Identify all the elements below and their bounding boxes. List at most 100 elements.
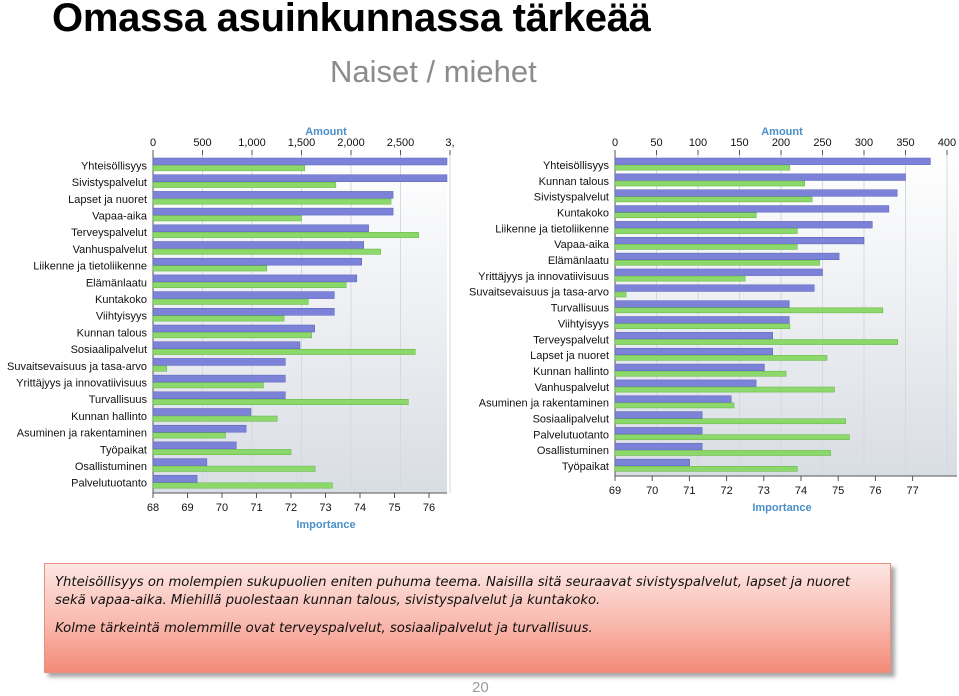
top-tick-label: 1,000	[238, 137, 266, 149]
bottom-tick-label: 72	[720, 485, 732, 497]
importance-bar	[152, 415, 278, 422]
amount-bar	[614, 316, 790, 324]
amount-bar	[614, 395, 732, 403]
importance-bar	[152, 248, 381, 255]
bottom-tick-label: 74	[795, 485, 807, 497]
top-tick-label: 300	[855, 137, 873, 149]
bottom-tick-label: 76	[423, 502, 435, 514]
top-tick-label: 2,000	[337, 137, 365, 149]
summary-note-text: Yhteisöllisyys on molempien sukupuolien …	[55, 575, 851, 608]
importance-bar	[152, 332, 312, 339]
category-label: Liikenne ja tietoliikenne	[495, 223, 609, 235]
top-tick-label: 3,	[445, 137, 454, 149]
bottom-tick-label: 73	[758, 485, 770, 497]
amount-bar	[152, 157, 448, 166]
amount-bar	[152, 458, 208, 466]
amount-bar	[152, 391, 286, 400]
bottom-tick-label: 69	[181, 502, 193, 514]
amount-bar	[152, 308, 335, 316]
category-label: Vanhuspalvelut	[535, 382, 609, 394]
amount-bar	[152, 341, 301, 349]
bottom-tick-label: 73	[319, 502, 331, 514]
amount-bar	[152, 224, 369, 233]
amount-bar	[614, 332, 773, 340]
importance-bar	[614, 212, 757, 219]
category-label: Yhteisöllisyys	[543, 160, 610, 172]
amount-bar	[152, 374, 286, 383]
amount-bar	[614, 379, 757, 387]
importance-bar	[152, 315, 285, 322]
importance-bar	[614, 418, 846, 425]
importance-bar	[614, 402, 735, 409]
amount-bar	[152, 324, 315, 333]
amount-bar	[152, 174, 448, 182]
amount-bar	[614, 284, 815, 292]
amount-bar	[614, 300, 790, 308]
top-axis-title: Amount	[761, 126, 803, 138]
importance-bar	[614, 180, 805, 187]
category-label: Työpaikat	[562, 461, 609, 473]
importance-bar	[152, 449, 292, 456]
importance-bar	[614, 466, 798, 472]
amount-bar	[152, 274, 358, 283]
category-label: Sivistyspalvelut	[534, 192, 609, 204]
importance-bar	[614, 355, 828, 361]
category-label: Turvallisuus	[89, 394, 148, 406]
importance-bar	[152, 232, 419, 238]
amount-bar	[152, 207, 394, 216]
top-tick-label: 250	[813, 137, 831, 149]
category-label: Viihtyisyys	[558, 318, 610, 330]
category-label: Sivistyspalvelut	[72, 177, 147, 189]
amount-bar	[614, 363, 765, 371]
amount-bar	[152, 358, 286, 366]
importance-bar	[614, 275, 746, 282]
amount-bar	[614, 173, 906, 181]
amount-bar	[152, 475, 198, 483]
amount-bar	[614, 205, 890, 213]
bottom-axis-title: Importance	[752, 502, 811, 514]
importance-bar	[152, 265, 268, 272]
bottom-tick-label: 74	[354, 502, 366, 514]
bottom-tick-label: 76	[869, 485, 881, 497]
page-number: 20	[472, 679, 489, 696]
importance-bar	[614, 244, 798, 250]
bottom-tick-label: 77	[906, 485, 918, 497]
bottom-tick-label: 68	[147, 502, 159, 514]
women-bar-chart: 0 500 1,000 1,500 2,000 2,500 3, Amount 68 69 70 71…	[7, 126, 455, 531]
amount-bar	[614, 237, 865, 245]
top-tick-label: 0	[612, 137, 618, 149]
category-label: Lapset ja nuoret	[530, 350, 609, 362]
importance-bar	[614, 164, 791, 171]
category-label: Vanhuspalvelut	[73, 244, 147, 256]
category-label: Osallistuminen	[537, 445, 609, 457]
category-label: Osallistuminen	[75, 461, 147, 473]
amount-bar	[614, 221, 873, 229]
importance-bar	[152, 482, 333, 489]
importance-bar	[614, 434, 850, 440]
category-label: Sosiaalipalvelut	[533, 414, 609, 426]
importance-bar	[614, 323, 791, 329]
category-label: Yhteisöllisyys	[81, 160, 148, 172]
top-tick-label: 100	[689, 137, 707, 149]
importance-bar	[614, 339, 898, 345]
importance-bar	[614, 259, 820, 266]
top-axis-title: Amount	[305, 126, 347, 138]
category-label: Viihtyisyys	[96, 311, 148, 323]
importance-bar	[152, 382, 264, 389]
category-label: Yrittäjyys ja innovatiivisuus	[16, 377, 147, 389]
importance-bar	[152, 432, 226, 439]
slide-title: Omassa asuinkunnassa tärkeää	[52, 0, 651, 40]
category-label: Suvaitsevaisuus ja tasa-arvo	[7, 361, 147, 373]
category-label: Kunnan hallinto	[71, 411, 147, 423]
amount-bar	[614, 411, 703, 419]
amount-bar	[152, 257, 362, 266]
category-label: Työpaikat	[100, 444, 147, 456]
bottom-tick-label: 71	[250, 502, 262, 514]
importance-bar	[614, 307, 884, 314]
amount-bar	[152, 241, 364, 249]
category-label: Kunnan hallinto	[533, 366, 609, 378]
category-label: Yrittäjyys ja innovatiivisuus	[478, 271, 609, 283]
category-label: Vapaa-aika	[554, 239, 610, 251]
amount-bar	[152, 424, 247, 433]
category-label: Kuntakoko	[557, 207, 609, 219]
